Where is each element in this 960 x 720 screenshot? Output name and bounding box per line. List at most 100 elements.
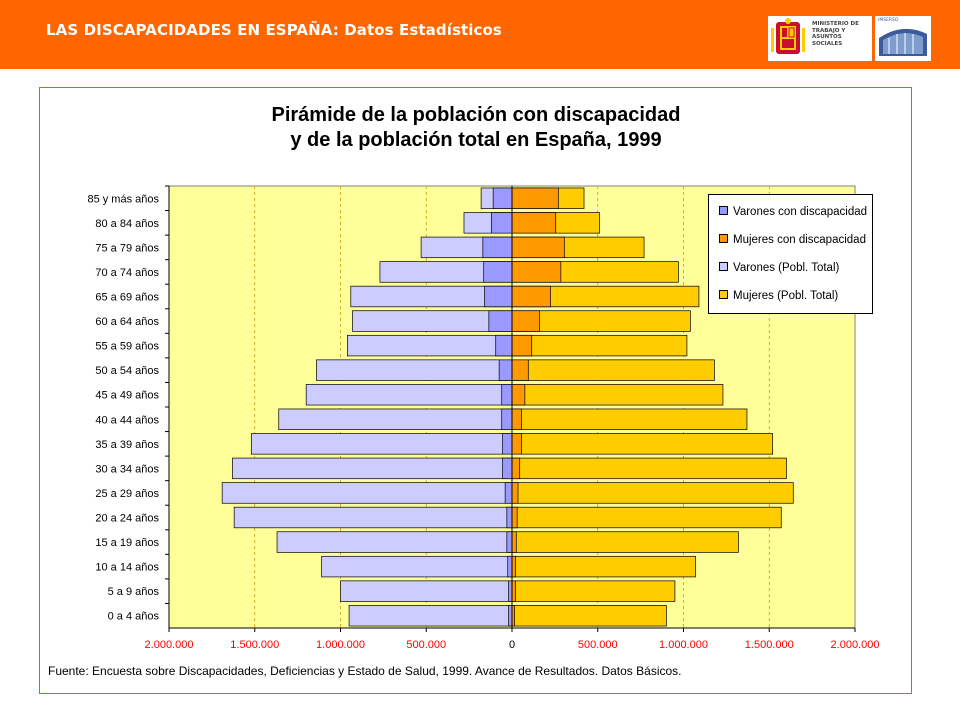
bar <box>232 457 513 480</box>
y-category-label: 40 a 44 años <box>95 414 159 426</box>
legend-swatch-mujeres-disc <box>719 234 728 244</box>
bar <box>511 359 715 381</box>
bar <box>501 384 513 406</box>
y-category-label: 55 a 59 años <box>95 341 159 353</box>
chart-legend: Varones con discapacidad Mujeres con dis… <box>708 194 873 314</box>
coat-of-arms-icon <box>771 18 805 54</box>
bar <box>511 580 676 602</box>
bar <box>511 482 794 504</box>
x-tick-label: 0 <box>509 639 515 651</box>
bar <box>250 433 513 455</box>
bar <box>511 285 551 308</box>
bar <box>511 384 724 406</box>
legend-swatch-varones-total <box>719 262 728 272</box>
building-icon <box>879 28 927 56</box>
y-category-label: 60 a 64 años <box>95 316 159 328</box>
legend-item-mujeres-disc: Mujeres con discapacidad <box>719 234 866 246</box>
bar <box>508 605 513 627</box>
bar <box>482 236 513 259</box>
bar <box>316 359 513 381</box>
bar <box>511 261 562 283</box>
legend-swatch-mujeres-total <box>719 290 728 300</box>
header-title-bold: LAS DISCAPACIDADES EN ESPAÑA: <box>46 21 339 39</box>
bar <box>498 359 513 381</box>
x-tick-label: 500.000 <box>406 639 446 651</box>
y-category-label: 30 a 34 años <box>95 463 159 475</box>
x-tick-label: 2.000.000 <box>145 639 194 651</box>
bar <box>506 531 513 553</box>
x-tick-label: 1.500.000 <box>230 639 279 651</box>
bar <box>508 580 513 602</box>
imserso-logo-text: IMSERSO <box>878 18 899 23</box>
bar <box>511 236 565 259</box>
bar <box>495 334 513 357</box>
legend-swatch-varones-disc <box>719 206 728 216</box>
bar <box>347 334 513 357</box>
y-category-label: 35 a 39 años <box>95 439 159 451</box>
header-title: LAS DISCAPACIDADES EN ESPAÑA: Datos Esta… <box>46 21 502 39</box>
legend-item-mujeres-total: Mujeres (Pobl. Total) <box>719 290 838 302</box>
bar <box>511 334 688 357</box>
ministerio-logo-text: MINISTERIO DE TRABAJO Y ASUNTOS SOCIALES <box>812 21 859 47</box>
bar <box>511 555 696 578</box>
bar <box>511 433 522 455</box>
bar <box>484 285 513 308</box>
bar <box>511 408 748 430</box>
bar <box>511 408 522 430</box>
bar <box>511 359 529 381</box>
bar <box>511 506 782 529</box>
y-category-label: 70 a 74 años <box>95 267 159 279</box>
ministerio-logo: MINISTERIO DE TRABAJO Y ASUNTOS SOCIALES <box>768 16 872 61</box>
y-category-label: 20 a 24 años <box>95 513 159 525</box>
y-category-label: 5 a 9 años <box>108 586 160 598</box>
bar <box>492 187 513 209</box>
legend-item-varones-disc: Varones con discapacidad <box>719 206 867 218</box>
y-category-label: 75 a 79 años <box>95 242 159 254</box>
bar <box>488 310 513 332</box>
bar <box>340 580 513 602</box>
header-bar: LAS DISCAPACIDADES EN ESPAÑA: Datos Esta… <box>0 0 960 69</box>
y-category-label: 50 a 54 años <box>95 365 159 377</box>
legend-label-varones-total: Varones (Pobl. Total) <box>733 262 840 274</box>
y-category-label: 65 a 69 años <box>95 292 159 304</box>
bar <box>321 555 513 578</box>
bar <box>507 555 513 578</box>
bar <box>511 555 516 578</box>
bar <box>221 482 513 504</box>
bar <box>502 433 513 455</box>
bar <box>278 408 513 430</box>
bar <box>511 531 517 553</box>
y-category-label: 45 a 49 años <box>95 390 159 402</box>
bar <box>511 212 557 234</box>
x-tick-label: 2.000.000 <box>831 639 880 651</box>
x-tick-label: 1.000.000 <box>316 639 365 651</box>
y-category-label: 15 a 19 años <box>95 537 159 549</box>
bar <box>506 506 513 529</box>
y-category-label: 25 a 29 años <box>95 488 159 500</box>
bar <box>511 433 774 455</box>
x-tick-label: 500.000 <box>578 639 618 651</box>
bar <box>511 482 519 504</box>
bar <box>502 457 513 480</box>
bar <box>511 334 533 357</box>
chart-source-note: Fuente: Encuesta sobre Discapacidades, D… <box>48 664 682 678</box>
bar <box>233 506 513 529</box>
bar <box>511 457 787 480</box>
y-category-label: 10 a 14 años <box>95 562 159 574</box>
bar <box>352 310 513 332</box>
bar <box>511 384 526 406</box>
bar <box>501 408 513 430</box>
bar <box>483 261 513 283</box>
bar <box>511 506 518 529</box>
legend-label-mujeres-total: Mujeres (Pobl. Total) <box>733 290 839 302</box>
bar <box>511 310 540 332</box>
y-category-label: 80 a 84 años <box>95 218 159 230</box>
bar <box>511 605 667 627</box>
bar <box>305 384 513 406</box>
bar <box>511 457 521 480</box>
x-tick-label: 1.500.000 <box>745 639 794 651</box>
bar <box>348 605 513 627</box>
header-title-rest: Datos Estadísticos <box>338 21 502 39</box>
legend-label-mujeres-disc: Mujeres con discapacidad <box>733 234 866 246</box>
y-category-label: 0 a 4 años <box>108 611 160 623</box>
